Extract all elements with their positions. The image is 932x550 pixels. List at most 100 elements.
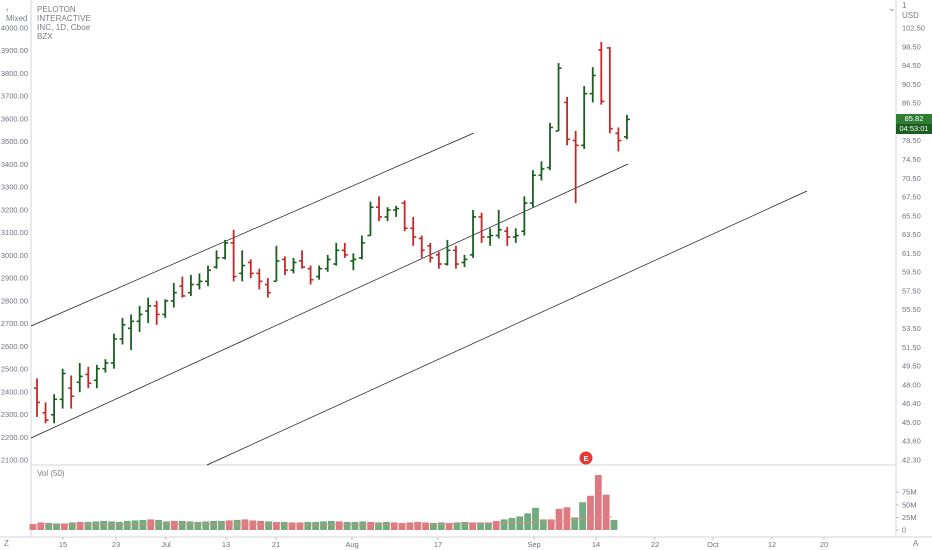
volume-bar (335, 521, 343, 530)
volume-bar (37, 522, 45, 530)
volume-bar (492, 520, 500, 530)
right-axis-label: 48.00 (902, 380, 921, 389)
time-axis-label: 13 (222, 540, 230, 549)
volume-bar (390, 522, 398, 530)
ohlc-bar (504, 226, 511, 246)
volume-bar (163, 521, 170, 530)
ohlc-bar (239, 250, 246, 282)
right-axis-label: 43.60 (902, 437, 921, 446)
ohlc-bar (452, 245, 459, 269)
ohlc-bar (42, 402, 49, 424)
volume-bar (123, 520, 131, 530)
volume-bar (280, 521, 288, 530)
volume-bar (296, 522, 304, 530)
volume-bar (241, 519, 249, 530)
earnings-marker-circle[interactable] (579, 451, 593, 465)
ohlc-bar (418, 235, 425, 258)
volume-bar (233, 519, 241, 530)
ohlc-bar (384, 207, 391, 222)
volume-bar (178, 520, 186, 530)
currency-label[interactable]: USD (902, 11, 919, 20)
ohlc-bar (367, 201, 374, 237)
trend-channel[interactable] (30, 132, 808, 466)
volume-bar (422, 522, 429, 530)
ohlc-bar (444, 239, 451, 266)
right-axis-label: 55.50 (902, 305, 921, 314)
ohlc-bar (179, 276, 186, 298)
time-axis-label: 22 (651, 540, 659, 549)
time-axis-label: 20 (820, 540, 828, 549)
volume-bar (76, 521, 84, 530)
ohlc-bar (538, 161, 545, 181)
channel-upper-line[interactable] (30, 132, 475, 327)
right-price-axis[interactable]: 102.5098.5094.5090.5086.5082.5078.5074.5… (902, 24, 925, 465)
channel-middle-line[interactable] (30, 163, 629, 439)
left-axis-label: 3200.00 (1, 205, 28, 214)
ohlc-bar (512, 228, 519, 243)
ohlc-bar (247, 259, 254, 279)
ohlc-bar (615, 127, 622, 152)
left-axis-label: 3800.00 (1, 69, 28, 78)
last-price-tag: 85.82 (896, 114, 932, 125)
volume-bar (610, 519, 618, 530)
channel-lower-line[interactable] (206, 190, 808, 466)
left-axis-label: 2500.00 (1, 365, 28, 374)
left-axis-label: 3300.00 (1, 183, 28, 192)
right-axis-label: 59.50 (902, 268, 921, 277)
right-axis-label: 65.50 (902, 211, 921, 220)
volume-bar (147, 519, 155, 530)
volume-bar (155, 519, 163, 530)
volume-bar (351, 521, 359, 530)
volume-axis-label: 50M (902, 500, 917, 509)
ohlc-bar (34, 378, 40, 417)
right-axis-label: 94.50 (902, 61, 921, 70)
left-price-axis[interactable]: 4000.00 3900.00 3800.00 3700.00 3600.00 3500.… (1, 24, 28, 465)
volume-bar (53, 523, 60, 530)
ohlc-bar (162, 299, 169, 318)
right-axis-label: 102.50 (902, 24, 925, 33)
time-axis-label: 14 (592, 540, 600, 549)
volume-bar (516, 516, 524, 530)
right-axis-label: 98.50 (902, 42, 921, 51)
left-axis-label: 2800.00 (1, 296, 28, 305)
volume-bar (524, 513, 532, 530)
volume-bar (571, 517, 579, 530)
ohlc-bar (102, 359, 109, 373)
zoom-button[interactable]: Z (4, 539, 9, 548)
left-axis-label: 2400.00 (1, 387, 28, 396)
ohlc-bar (623, 114, 630, 140)
right-axis-label: 49.50 (902, 362, 921, 371)
volume-bar (375, 522, 382, 530)
earnings-marker-label[interactable]: E (583, 454, 588, 463)
ohlc-bar (51, 394, 58, 424)
volume-bar (477, 522, 484, 530)
ohlc-bar (230, 229, 237, 282)
ohlc-bar (213, 250, 220, 269)
volume-bars (29, 475, 618, 530)
right-axis-label: 42.30 (902, 456, 921, 465)
left-axis-label: 3500.00 (1, 137, 28, 146)
ohlc-bar (187, 274, 194, 296)
right-axis-label: 90.50 (902, 80, 921, 89)
volume-bar (398, 522, 406, 530)
mode-toggle[interactable]: ‹ Mixed (6, 5, 28, 23)
left-axis-label: 2900.00 (1, 274, 28, 283)
ohlc-bar (68, 375, 75, 409)
chevron-down-icon[interactable]: ⌄ (888, 3, 896, 13)
ohlc-bar (196, 273, 203, 290)
volume-title: Vol (50) (37, 469, 65, 478)
ohlc-bar (128, 314, 135, 350)
time-axis[interactable]: 15 23 Jul 13 21 Aug 17 Sep 14 22 Oct 12 20 (59, 537, 828, 549)
ohlc-bar (264, 278, 271, 298)
ohlc-bar (76, 362, 83, 393)
ohlc-bar (307, 265, 314, 285)
ohlc-bar (435, 251, 442, 269)
ohlc-bar (324, 254, 331, 272)
volume-bar (218, 520, 225, 530)
earnings-marker[interactable]: E (579, 451, 593, 465)
left-axis-label: 2700.00 (1, 319, 28, 328)
auto-scale-button[interactable]: A (913, 539, 919, 548)
volume-bar (602, 494, 610, 530)
time-axis-label: 12 (768, 540, 776, 549)
